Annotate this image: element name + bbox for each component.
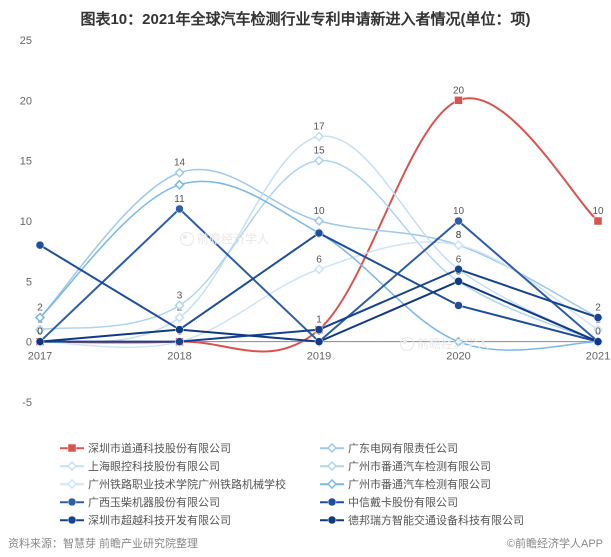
legend-label: 深圳市超越科技开发有限公司 [88, 512, 231, 528]
legend-label: 深圳市道通科技股份有限公司 [88, 440, 231, 456]
svg-text:2: 2 [595, 303, 601, 314]
svg-text:2019: 2019 [307, 351, 331, 363]
legend-label: 德邦瑞方智能交通设备科技有限公司 [348, 512, 524, 528]
svg-text:0: 0 [595, 327, 601, 338]
legend: 深圳市道通科技股份有限公司广东电网有限责任公司上海眼控科技股份有限公司广州市番通… [60, 440, 580, 530]
legend-item: 广州铁路职业技术学院广州铁路机械学校 [60, 476, 320, 492]
footer: 资料来源：智慧芽 前瞻产业研究院整理 ©前瞻经济学人APP [8, 535, 603, 551]
svg-text:2: 2 [37, 303, 43, 314]
legend-label: 广东电网有限责任公司 [348, 440, 458, 456]
svg-text:10: 10 [20, 216, 32, 228]
svg-text:14: 14 [174, 158, 186, 169]
legend-item: 深圳市道通科技股份有限公司 [60, 440, 320, 456]
svg-text:3: 3 [177, 290, 183, 301]
legend-label: 广州市番通汽车检测有限公司 [348, 458, 491, 474]
svg-text:17: 17 [313, 122, 325, 133]
legend-label: 广西玉柴机器股份有限公司 [88, 494, 220, 510]
legend-item: 广州市番通汽车检测有限公司 [320, 458, 580, 474]
chart-container: 图表10：2021年全球汽车检测行业专利申请新进入者情况(单位：项) -5 0 5 1… [0, 0, 611, 557]
svg-text:20: 20 [20, 95, 32, 107]
svg-text:25: 25 [20, 35, 32, 47]
footer-copyright: ©前瞻经济学人APP [507, 535, 603, 551]
svg-text:2018: 2018 [167, 351, 191, 363]
legend-item: 广西玉柴机器股份有限公司 [60, 494, 320, 510]
legend-label: 中信戴卡股份有限公司 [348, 494, 458, 510]
legend-label: 广州市番通汽车检测有限公司 [348, 476, 491, 492]
legend-item: 中信戴卡股份有限公司 [320, 494, 580, 510]
svg-text:-5: -5 [22, 397, 32, 409]
svg-text:2021: 2021 [586, 351, 610, 363]
svg-text:10: 10 [313, 206, 325, 217]
legend-label: 上海眼控科技股份有限公司 [88, 458, 220, 474]
svg-text:15: 15 [20, 156, 32, 168]
svg-text:20: 20 [453, 85, 465, 96]
svg-text:8: 8 [456, 230, 462, 241]
svg-text:0: 0 [37, 327, 43, 338]
svg-text:2017: 2017 [28, 351, 52, 363]
svg-text:5: 5 [26, 276, 32, 288]
legend-item: 广州市番通汽车检测有限公司 [320, 476, 580, 492]
svg-text:11: 11 [174, 194, 185, 205]
line-chart: -505101520252017201820192020202100120102… [0, 32, 611, 440]
svg-text:0: 0 [26, 337, 32, 349]
svg-text:1: 1 [316, 315, 322, 326]
svg-text:10: 10 [453, 206, 465, 217]
chart-title: 图表10：2021年全球汽车检测行业专利申请新进入者情况(单位：项) [0, 8, 611, 29]
svg-text:15: 15 [313, 146, 325, 157]
svg-text:10: 10 [592, 206, 604, 217]
svg-text:6: 6 [456, 254, 462, 265]
legend-item: 深圳市超越科技开发有限公司 [60, 512, 320, 528]
legend-item: 德邦瑞方智能交通设备科技有限公司 [320, 512, 580, 528]
footer-source: 资料来源：智慧芽 前瞻产业研究院整理 [8, 535, 198, 551]
legend-item: 广东电网有限责任公司 [320, 440, 580, 456]
legend-item: 上海眼控科技股份有限公司 [60, 458, 320, 474]
legend-label: 广州铁路职业技术学院广州铁路机械学校 [88, 476, 286, 492]
svg-text:6: 6 [316, 254, 322, 265]
svg-text:2020: 2020 [446, 351, 470, 363]
